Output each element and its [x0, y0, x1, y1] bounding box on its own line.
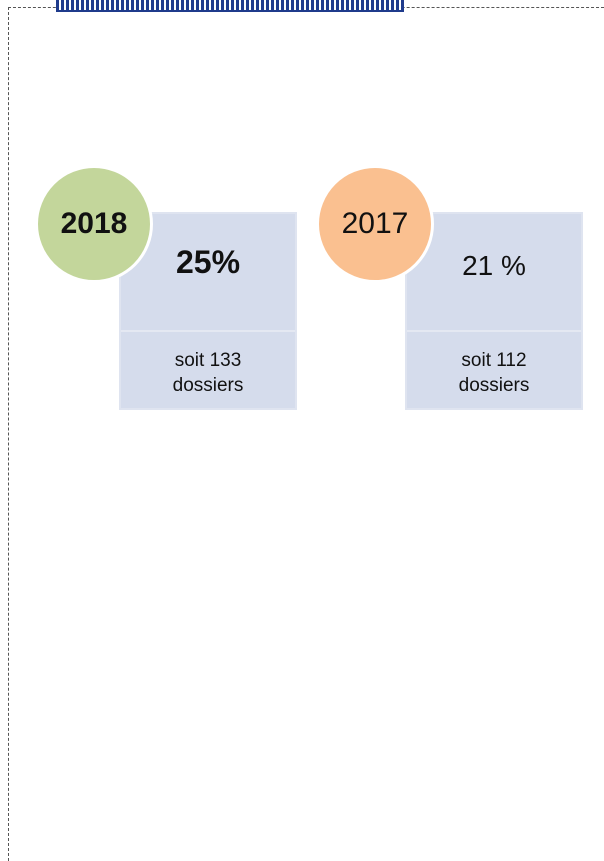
stat-value: 21 % [462, 250, 526, 281]
stat-value: 25% [175, 244, 241, 280]
divider [407, 330, 581, 332]
detail-line: dossiers [172, 375, 244, 396]
detail-line: soit 112 [461, 350, 527, 371]
detail-line: dossiers [458, 375, 530, 396]
stat-detail: soit 112 dossiers [407, 348, 581, 398]
divider [121, 330, 295, 332]
year-badge: 2018 [35, 165, 153, 283]
detail-line: soit 133 [174, 350, 242, 371]
stat-detail: soit 133 dossiers [121, 348, 295, 398]
stat-card: 21 % soit 112 dossiers [405, 212, 583, 410]
page-frame [8, 7, 604, 861]
year-badge: 2017 [316, 165, 434, 283]
header-decoration [56, 0, 404, 12]
